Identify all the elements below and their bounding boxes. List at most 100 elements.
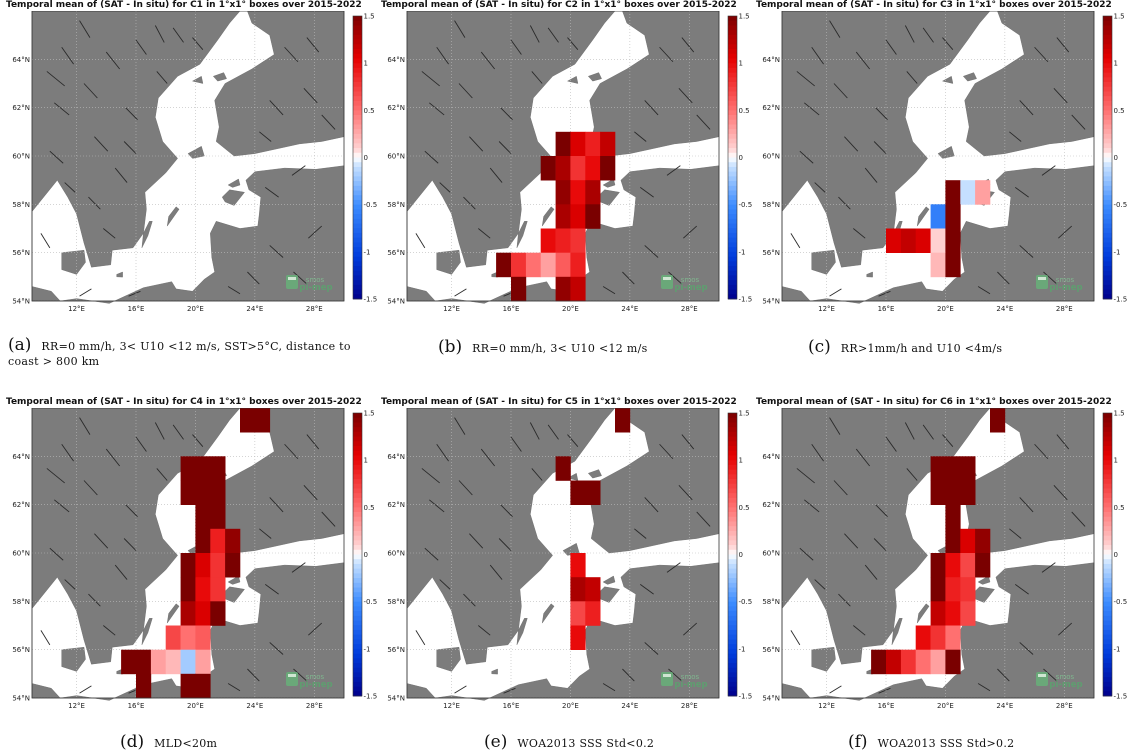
colorbar-frame (727, 412, 738, 697)
y-tick-label: 56°N (762, 249, 780, 257)
coastline-stroke (639, 584, 654, 595)
colorbar-segment (728, 422, 737, 428)
colorbar-segment (1103, 672, 1112, 678)
coastline-stroke (838, 593, 851, 607)
colorbar-frame (352, 412, 363, 697)
colorbar-frame (352, 15, 363, 300)
coastline-stroke (94, 136, 109, 152)
colorbar-segment (1103, 469, 1112, 475)
coastline-stroke (1053, 88, 1068, 104)
heatmap-cell (195, 504, 211, 530)
coastline-stroke (659, 443, 674, 460)
heatmap-cell (945, 456, 961, 481)
y-tick-label: 54°N (387, 695, 405, 703)
colorbar-segment (1103, 223, 1112, 229)
coastline-stroke (83, 480, 98, 496)
colorbar-frame (1102, 412, 1113, 697)
colorbar-segment (1103, 49, 1112, 55)
colorbar-segment (728, 181, 737, 187)
coastline-stroke (799, 547, 814, 561)
coastline-stroke (668, 668, 683, 682)
coastline-stroke (114, 167, 128, 183)
heatmap-cell (960, 480, 976, 505)
y-tick-label: 62°N (12, 501, 30, 509)
colorbar-segment (1103, 275, 1112, 281)
coastline-stroke (885, 436, 897, 452)
coastline-stroke (510, 39, 522, 55)
colorbar-segment (728, 294, 737, 300)
plot-frame (406, 11, 720, 302)
colorbar-segment (353, 677, 362, 683)
heatmap-cell (570, 204, 586, 229)
colorbar-segment (728, 223, 737, 229)
svg-text:smos: smos (681, 276, 700, 284)
coastline-stroke (40, 630, 51, 646)
colorbar-segment (728, 662, 737, 669)
colorbar-segment (353, 681, 362, 687)
heatmap-cell (195, 528, 211, 554)
coastline-stroke (103, 625, 116, 636)
colorbar-segment (728, 455, 737, 461)
heatmap-cell (945, 480, 961, 505)
svg-text:pi-mep: pi-mep (299, 283, 332, 293)
colorbar-segment (353, 521, 362, 527)
colorbar-segment (353, 464, 362, 470)
coastline-stroke (54, 102, 70, 116)
panel-c2: Temporal mean of (SAT - In situ) for C2 … (381, 0, 753, 320)
caption-a: (a) RR=0 mm/h, 3< U10 <12 m/s, SST>5°C, d… (8, 337, 368, 369)
colorbar-segment (1103, 185, 1112, 191)
colorbar-segment (1103, 129, 1112, 135)
coastline-stroke (878, 290, 891, 297)
colorbar-segment (728, 535, 737, 541)
colorbar-segment (353, 516, 362, 522)
heatmap-cell (555, 456, 571, 481)
colorbar-segment (728, 143, 737, 149)
land-polygon (566, 75, 579, 84)
colorbar: 1.5 1 0.5 0 -0.5 -1 -1.5 (1102, 410, 1127, 701)
svg-text:smos: smos (1056, 673, 1075, 681)
y-tick-label: 58°N (762, 201, 780, 209)
colorbar-segment (353, 280, 362, 286)
coastline-stroke (259, 528, 272, 539)
svg-text:pi-mep: pi-mep (1049, 680, 1082, 690)
land-polygon (781, 11, 991, 287)
heatmap-cell (945, 228, 961, 253)
colorbar-segment (728, 672, 737, 678)
heatmap-cell (945, 252, 961, 278)
coastline-stroke (531, 468, 543, 481)
heatmap-cell (585, 131, 601, 157)
x-tick-label: 16°E (503, 702, 520, 710)
coastline-stroke (321, 511, 336, 527)
coastline-stroke (227, 286, 241, 295)
coastline-stroke (64, 182, 76, 193)
panel-title: Temporal mean of (SAT - In situ) for C2 … (381, 0, 737, 10)
colorbar-segment (728, 119, 737, 125)
land-polygon (491, 668, 498, 675)
heatmap-cell (945, 553, 961, 578)
colorbar-tick-label: -1 (739, 645, 746, 653)
coastline-stroke (478, 625, 491, 636)
colorbar-segment (353, 148, 362, 154)
colorbar-segment (353, 568, 362, 574)
heatmap-cell (570, 577, 586, 602)
colorbar-segment (1103, 446, 1112, 452)
coastline-stroke (885, 39, 897, 55)
x-tick-label: 20°E (562, 305, 579, 313)
heatmap-cell (930, 649, 946, 675)
colorbar-segment (1103, 124, 1112, 130)
coastline-stroke (804, 499, 820, 513)
land-polygon (167, 603, 180, 624)
colorbar-segment (1103, 479, 1112, 485)
colorbar-segment (1103, 625, 1112, 631)
colorbar-segment (353, 34, 362, 40)
colorbar-segment (728, 573, 737, 579)
y-tick-label: 54°N (12, 695, 30, 703)
colorbar-segment (353, 639, 362, 645)
colorbar-segment (1103, 634, 1112, 640)
caption-label: (f) (848, 732, 868, 752)
colorbar-segment (728, 166, 737, 173)
x-tick-label: 28°E (1056, 702, 1073, 710)
x-tick-label: 16°E (128, 702, 145, 710)
caption-e: (e) WOA2013 SSS Std<0.2 (484, 734, 744, 751)
